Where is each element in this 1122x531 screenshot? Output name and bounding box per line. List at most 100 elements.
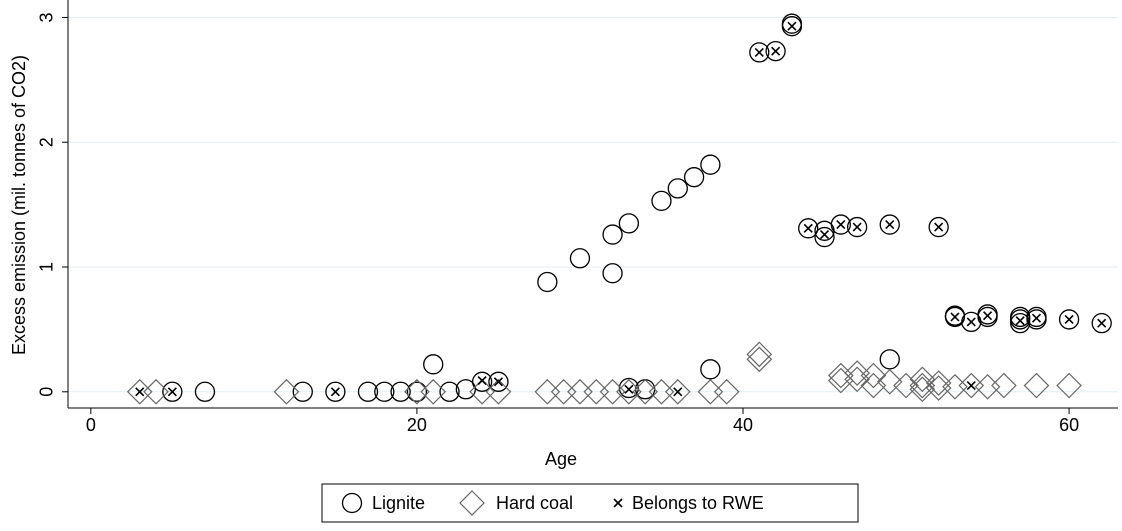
marker-diamond: [844, 366, 870, 393]
marker-circle: [357, 381, 379, 402]
marker-circle: [569, 248, 591, 269]
marker-circle: [618, 377, 640, 399]
marker-x: [966, 317, 976, 327]
marker-circle: [651, 190, 672, 212]
marker-diamond: [844, 360, 870, 386]
marker-circle: [814, 226, 835, 248]
marker-diamond: [273, 378, 300, 405]
marker-diamond: [860, 372, 887, 399]
marker-x: [803, 223, 813, 233]
marker-circle: [830, 214, 851, 235]
marker-circle: [879, 349, 900, 370]
marker-x: [1097, 318, 1107, 328]
marker-circle: [471, 371, 493, 392]
x-tick-label: 60: [1059, 415, 1079, 435]
marker-diamond: [876, 368, 903, 395]
marker-circle: [194, 381, 216, 402]
marker-circle: [390, 381, 411, 402]
marker-circle: [1026, 309, 1047, 330]
marker-diamond: [746, 346, 773, 373]
marker-circle: [488, 371, 509, 392]
marker-circle: [537, 271, 558, 293]
marker-x: [836, 220, 846, 230]
marker-diamond: [860, 362, 887, 389]
marker-circle: [292, 381, 313, 402]
marker-x: [950, 312, 960, 322]
marker-circle: [798, 218, 819, 239]
marker-circle: [325, 381, 346, 402]
marker-diamond: [909, 366, 936, 393]
marker-circle: [765, 41, 786, 62]
marker-diamond: [485, 378, 512, 405]
marker-circle: [423, 354, 444, 375]
marker-x: [934, 222, 944, 232]
y-axis-title: Excess emission (mil. tonnes of CO2): [9, 55, 29, 355]
legend-label: Belongs to RWE: [632, 493, 764, 513]
marker-circle: [1010, 306, 1031, 328]
marker-x: [982, 311, 993, 321]
marker-diamond: [1056, 372, 1082, 399]
marker-x: [787, 21, 797, 31]
y-tick-label: 3: [37, 12, 57, 22]
marker-circle: [618, 213, 640, 234]
marker-diamond: [420, 378, 447, 405]
marker-circle: [879, 214, 900, 235]
marker-diamond: [746, 341, 773, 368]
y-tick-label: 1: [37, 262, 57, 272]
marker-diamond: [958, 372, 985, 399]
marker-circle: [1091, 313, 1112, 334]
marker-diamond: [974, 373, 1001, 400]
marker-diamond: [143, 378, 169, 405]
marker-circle: [374, 381, 395, 402]
marker-circle: [406, 381, 428, 402]
marker-x: [477, 375, 487, 386]
marker-circle: [700, 359, 721, 380]
marker-diamond: [925, 370, 952, 396]
marker-x: [1015, 316, 1025, 326]
marker-diamond: [925, 375, 952, 401]
x-tick-label: 40: [733, 415, 753, 435]
marker-x: [624, 384, 634, 394]
marker-circle: [928, 216, 949, 238]
x-tick-label: 0: [86, 415, 96, 435]
marker-x: [1031, 313, 1042, 323]
marker-x: [673, 387, 683, 397]
marker-x: [966, 380, 976, 391]
legend-symbol: [613, 498, 623, 508]
marker-x: [330, 387, 340, 397]
legend-symbol: [341, 492, 363, 514]
marker-diamond: [713, 378, 740, 405]
marker-circle: [1058, 309, 1080, 330]
marker-circle: [749, 42, 770, 63]
marker-circle: [162, 381, 183, 402]
y-tick-label: 0: [37, 387, 57, 397]
marker-x: [1064, 314, 1074, 324]
marker-circle: [439, 381, 460, 402]
legend-box: [321, 483, 859, 523]
marker-diamond: [1023, 372, 1050, 399]
marker-circle: [781, 13, 803, 34]
marker-x: [135, 387, 145, 397]
marker-x: [167, 387, 177, 397]
marker-circle: [683, 167, 705, 188]
legend-label: Hard coal: [496, 493, 573, 513]
marker-x: [885, 220, 895, 230]
marker-x: [493, 377, 504, 387]
marker-x: [771, 46, 781, 56]
legend-label: Lignite: [372, 493, 425, 513]
marker-x: [819, 230, 830, 240]
marker-circle: [667, 178, 688, 199]
marker-circle: [700, 154, 721, 175]
marker-x: [754, 47, 764, 57]
marker-circle: [602, 224, 623, 245]
y-tick-label: 2: [37, 137, 57, 147]
marker-circle: [602, 263, 623, 284]
marker-x: [852, 222, 862, 232]
marker-diamond: [909, 372, 936, 399]
legend-symbol: [459, 490, 485, 516]
marker-diamond: [942, 373, 968, 400]
marker-diamond: [991, 372, 1017, 399]
x-axis-title: Age: [545, 449, 577, 469]
marker-diamond: [827, 362, 854, 389]
